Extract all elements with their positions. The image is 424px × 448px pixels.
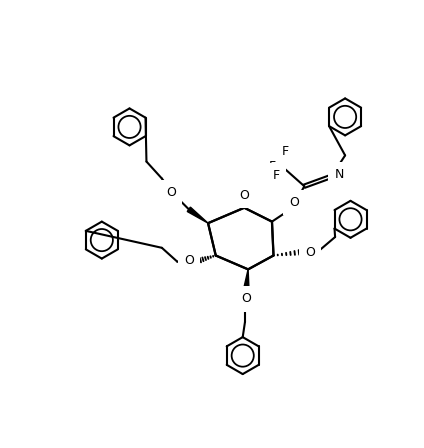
Text: O: O	[239, 189, 249, 202]
Text: O: O	[184, 254, 194, 267]
Text: O: O	[289, 196, 299, 209]
Polygon shape	[187, 207, 208, 223]
Text: F: F	[282, 146, 289, 159]
Polygon shape	[244, 269, 249, 287]
Text: O: O	[239, 189, 249, 202]
Text: O: O	[305, 246, 315, 259]
Text: O: O	[166, 186, 176, 199]
Text: O: O	[242, 293, 251, 306]
Text: N: N	[335, 168, 344, 181]
Text: F: F	[269, 159, 276, 172]
Text: F: F	[272, 169, 279, 182]
